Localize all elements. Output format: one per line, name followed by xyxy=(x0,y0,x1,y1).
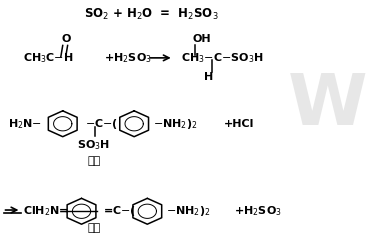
Text: OH: OH xyxy=(193,34,211,44)
Text: ClH$_2$N=: ClH$_2$N= xyxy=(23,204,69,218)
Text: CH$_3$$-$C$-$SO$_3$H: CH$_3$$-$C$-$SO$_3$H xyxy=(181,51,264,65)
Text: +H$_2$SO$_3$: +H$_2$SO$_3$ xyxy=(104,51,152,65)
Text: $-$C$-$(: $-$C$-$( xyxy=(85,117,118,131)
Text: CH$_3$C$-$H: CH$_3$C$-$H xyxy=(23,51,74,65)
Text: =C$-$(: =C$-$( xyxy=(103,204,136,218)
Text: W: W xyxy=(288,70,368,140)
Text: +HCl: +HCl xyxy=(224,119,255,129)
Text: O: O xyxy=(62,34,71,44)
Text: 无色: 无色 xyxy=(87,156,100,166)
Text: SO$_2$ + H$_2$O  =  H$_2$SO$_3$: SO$_2$ + H$_2$O = H$_2$SO$_3$ xyxy=(84,7,218,22)
Text: $-$NH$_2$)$_2$: $-$NH$_2$)$_2$ xyxy=(166,204,210,218)
Text: $-$NH$_2$)$_2$: $-$NH$_2$)$_2$ xyxy=(153,117,197,131)
Text: SO$_3$H: SO$_3$H xyxy=(77,138,110,152)
Text: 红色: 红色 xyxy=(87,223,100,233)
Text: H$_2$N$-$: H$_2$N$-$ xyxy=(8,117,42,131)
Text: +H$_2$SO$_3$: +H$_2$SO$_3$ xyxy=(234,204,282,218)
Text: H: H xyxy=(204,72,213,82)
